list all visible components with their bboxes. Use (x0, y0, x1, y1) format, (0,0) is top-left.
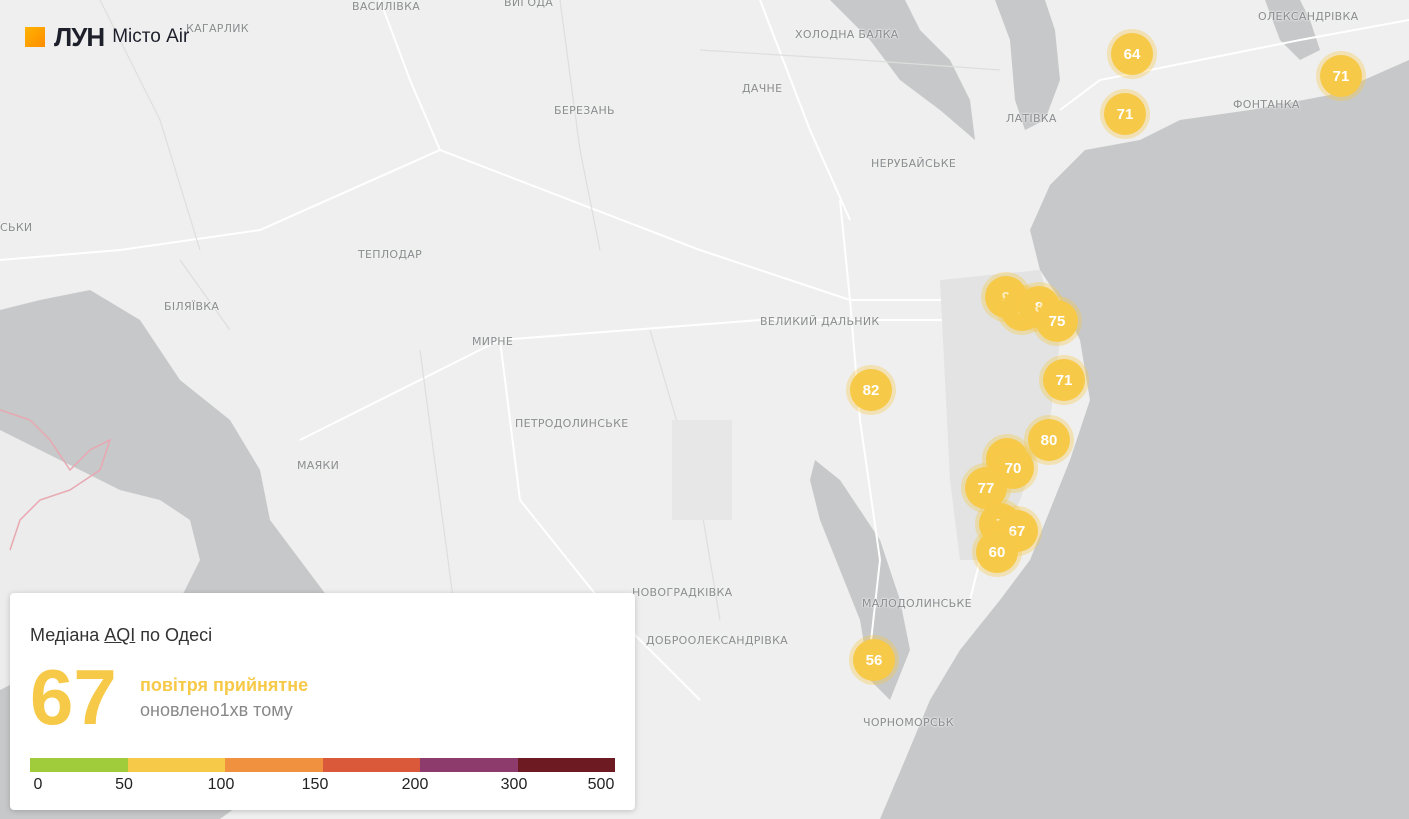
scale-tick: 50 (115, 776, 133, 793)
estuary-oleks (1265, 0, 1320, 60)
scale-tick: 200 (401, 776, 429, 793)
border-line (0, 409, 112, 551)
scale-segment (225, 758, 323, 772)
aqi-marker[interactable]: 80 (1028, 419, 1070, 461)
scale-segment (420, 758, 518, 772)
aqi-color-scale (30, 758, 615, 772)
aqi-marker[interactable]: 56 (853, 639, 895, 681)
place-nerubaiske: НЕРУБАЙСЬКЕ (871, 157, 957, 170)
place-biliaivka: БІЛЯЇВКА (164, 300, 220, 313)
aqi-median-value: 67 (30, 653, 117, 741)
aqi-status: повітря прийнятне (140, 675, 309, 695)
place-chornomorsk: ЧОРНОМОРСЬК (863, 716, 954, 729)
place-lativka: ЛАТІВКА (1006, 112, 1057, 125)
aqi-marker[interactable]: 75 (1036, 300, 1078, 342)
aqi-scale-ticks: 0 50 100 150 200 300 500 (30, 776, 615, 796)
estuary-east (995, 0, 1060, 130)
aqi-summary-panel: Медіана AQI по Одесі 67 повітря прийнятн… (10, 593, 635, 810)
aqi-marker[interactable]: 64 (1111, 33, 1153, 75)
scale-segment (30, 758, 128, 772)
place-maiaky: МАЯКИ (297, 459, 340, 472)
place-fontanka: ФОНТАНКА (1233, 98, 1300, 111)
estuary-sukhyi (810, 460, 910, 700)
aqi-marker[interactable]: 71 (1104, 93, 1146, 135)
logo-subtitle: Місто Air (112, 26, 190, 47)
place-novohradkivka: НОВОГРАДКІВКА (632, 586, 733, 599)
title-suffix: по Одесі (135, 625, 213, 645)
place-vasylivka: ВАСИЛІВКА (352, 0, 421, 13)
aqi-marker[interactable]: 82 (850, 369, 892, 411)
place-oleksandrivka: ОЛЕКСАНДРІВКА (1258, 10, 1359, 23)
place-kholodna-balka: ХОЛОДНА БАЛКА (795, 28, 899, 41)
scale-tick: 150 (301, 776, 329, 793)
scale-segment (322, 758, 420, 772)
place-teplodar: ТЕПЛОДАР (358, 248, 423, 261)
aqi-link[interactable]: AQI (104, 625, 136, 645)
logo-mark-icon (25, 27, 45, 47)
title-prefix: Медіана (30, 625, 105, 645)
scale-tick: 100 (207, 776, 235, 793)
place-vyhoda: ВИГОДА (504, 0, 554, 9)
place-dachne: ДАЧНЕ (742, 82, 783, 95)
scale-segment (127, 758, 225, 772)
place-malodolynske: МАЛОДОЛИНСЬКЕ (862, 597, 972, 610)
scale-tick: 500 (587, 776, 615, 793)
place-petrodolynske: ПЕТРОДОЛИНСЬКЕ (515, 417, 629, 430)
scale-tick: 300 (500, 776, 528, 793)
logo[interactable]: ЛУН Місто Air (25, 22, 190, 52)
place-kaharlyk: КАГАРЛИК (186, 22, 249, 35)
place-velykyi-dalnyk: ВЕЛИКИЙ ДАЛЬНИК (760, 315, 880, 328)
aqi-marker[interactable]: 77 (965, 467, 1007, 509)
logo-brand: ЛУН (54, 22, 105, 52)
black-sea (880, 60, 1409, 819)
place-myrne: МИРНЕ (472, 335, 514, 348)
place-sky: СЬКИ (0, 221, 33, 234)
scale-segment (517, 758, 615, 772)
scale-tick: 0 (33, 776, 43, 793)
updated-time: оновлено1хв тому (140, 700, 293, 720)
aqi-marker[interactable]: 71 (1320, 55, 1362, 97)
panel-title: Медіана AQI по Одесі (30, 625, 212, 646)
aqi-marker[interactable]: 60 (976, 531, 1018, 573)
place-berezan: БЕРЕЗАНЬ (554, 104, 615, 117)
place-dobrooleksandrivka: ДОБРООЛЕКСАНДРІВКА (646, 634, 789, 647)
aqi-marker[interactable]: 71 (1043, 359, 1085, 401)
estuary-north (830, 0, 975, 140)
